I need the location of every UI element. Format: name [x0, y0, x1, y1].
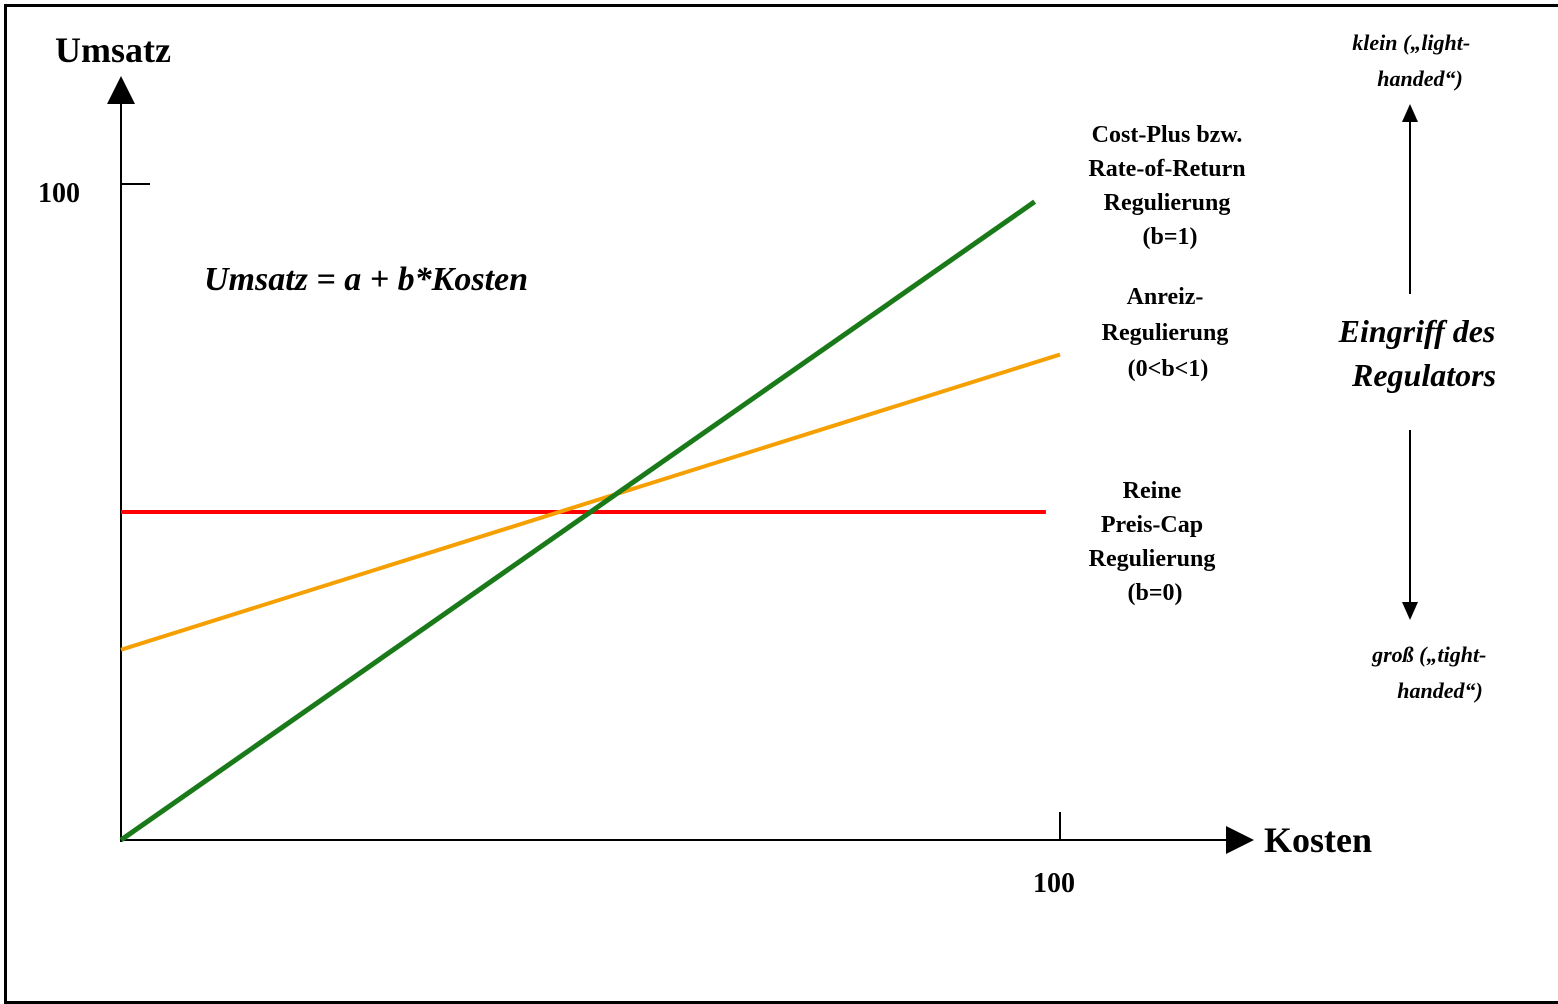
x-tick-label: 100 — [1033, 868, 1075, 899]
anreiz-label: Anreiz- Regulierung (0<b<1) — [1102, 284, 1235, 382]
y-axis-arrowhead — [107, 76, 135, 104]
x-axis-arrowhead — [1226, 826, 1254, 854]
cost-plus-line — [119, 199, 1037, 843]
y-tick-label: 100 — [38, 178, 80, 209]
preis-cap-label: Reine Preis-Cap Regulierung (b=0) — [1089, 478, 1222, 606]
scale-bottom-label: groß („tight- handed“) — [1371, 642, 1492, 703]
anreiz-line — [120, 352, 1061, 652]
scale-up-arrowhead — [1402, 104, 1418, 122]
y-axis-label: Umsatz — [55, 30, 171, 70]
cost-plus-label: Cost-Plus bzw. Rate-of-Return Regulierun… — [1088, 122, 1251, 250]
scale-down-arrowhead — [1402, 602, 1418, 620]
regulation-diagram: Umsatz Kosten 100 100 Umsatz = a + b*Kos… — [38, 30, 1504, 899]
scale-middle-label: Eingriff des Regulators — [1338, 313, 1504, 393]
formula: Umsatz = a + b*Kosten — [204, 261, 528, 298]
x-axis-label: Kosten — [1264, 820, 1372, 860]
scale-top-label: klein („light- handed“) — [1352, 30, 1475, 91]
